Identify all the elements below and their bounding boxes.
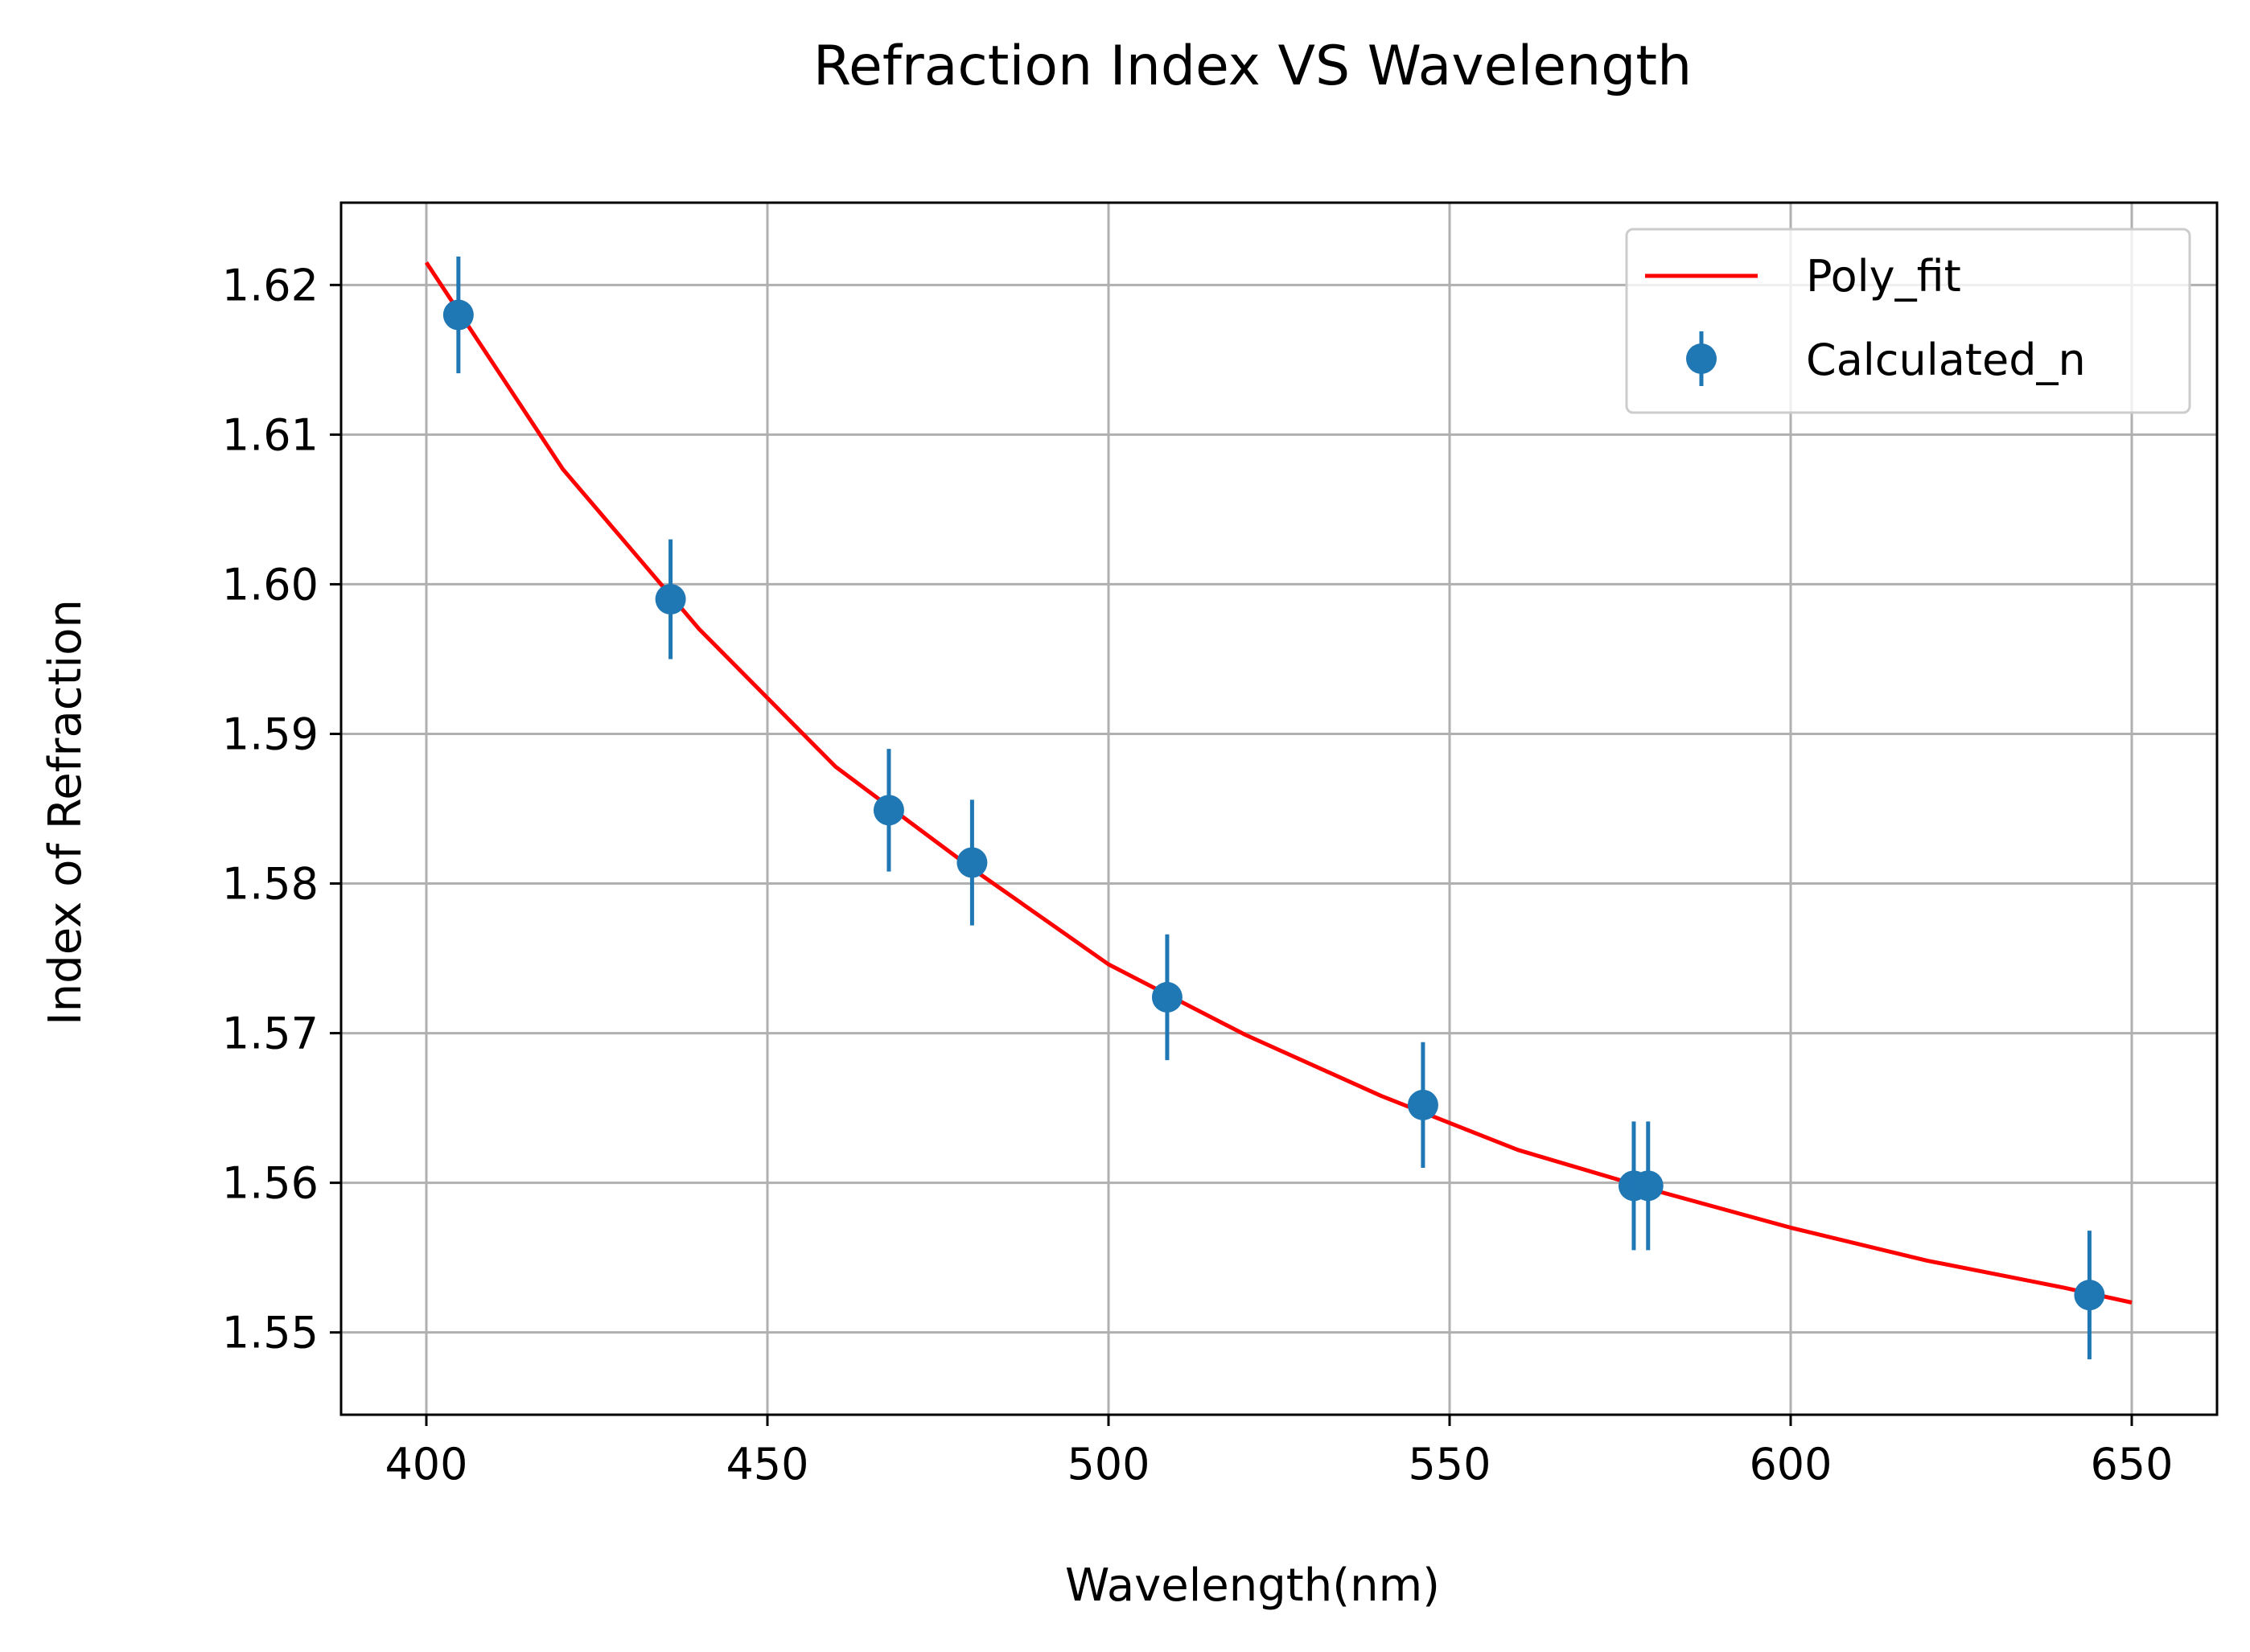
tick-layer: 400 450 500 550 600 650 1.55 1.56 1.57 1.58 1.59 1.… <box>222 260 2174 1490</box>
y-axis-label: Index of Refraction <box>39 599 92 1025</box>
x-tick-label: 500 <box>1067 1439 1150 1490</box>
x-tick-label: 450 <box>726 1439 808 1490</box>
x-tick-label: 400 <box>385 1439 467 1490</box>
legend-calculated-n-marker <box>1686 343 1717 374</box>
plot-frame <box>339 201 2219 1416</box>
x-tick-label: 650 <box>2090 1439 2173 1490</box>
x-axis-label: Wavelength(nm) <box>1065 1560 1440 1612</box>
legend-box <box>1625 228 2191 414</box>
calculated-n-point <box>2074 1280 2105 1311</box>
poly-fit-line <box>424 261 2133 1305</box>
y-tick-label: 1.55 <box>222 1308 319 1358</box>
data-layer <box>424 256 2133 1360</box>
y-tick-label: 1.58 <box>222 859 319 910</box>
y-tick-label: 1.59 <box>222 709 319 759</box>
y-tick-label: 1.56 <box>222 1158 319 1209</box>
x-tick-label: 600 <box>1749 1439 1832 1490</box>
chart-title: Refraction Index VS Wavelength <box>813 35 1692 98</box>
grid-layer <box>341 203 2217 1415</box>
legend: Poly_fit Calculated_n <box>1625 228 2191 414</box>
calculated-n-point <box>1632 1170 1664 1202</box>
calculated-n-point <box>655 584 686 615</box>
calculated-n-point <box>442 299 474 331</box>
y-tick-label: 1.60 <box>222 559 319 610</box>
y-tick-label: 1.57 <box>222 1009 319 1059</box>
calculated-n-point <box>1407 1089 1438 1120</box>
calculated-n-point <box>956 847 988 878</box>
x-tick-label: 550 <box>1408 1439 1491 1490</box>
legend-poly-fit-label: Poly_fit <box>1806 251 1961 302</box>
calculated-n-point <box>1151 981 1183 1013</box>
calculated-n-point <box>873 795 904 826</box>
y-tick-label: 1.62 <box>222 260 319 310</box>
legend-calculated-n-label: Calculated_n <box>1806 335 2086 385</box>
y-tick-label: 1.61 <box>222 409 319 460</box>
